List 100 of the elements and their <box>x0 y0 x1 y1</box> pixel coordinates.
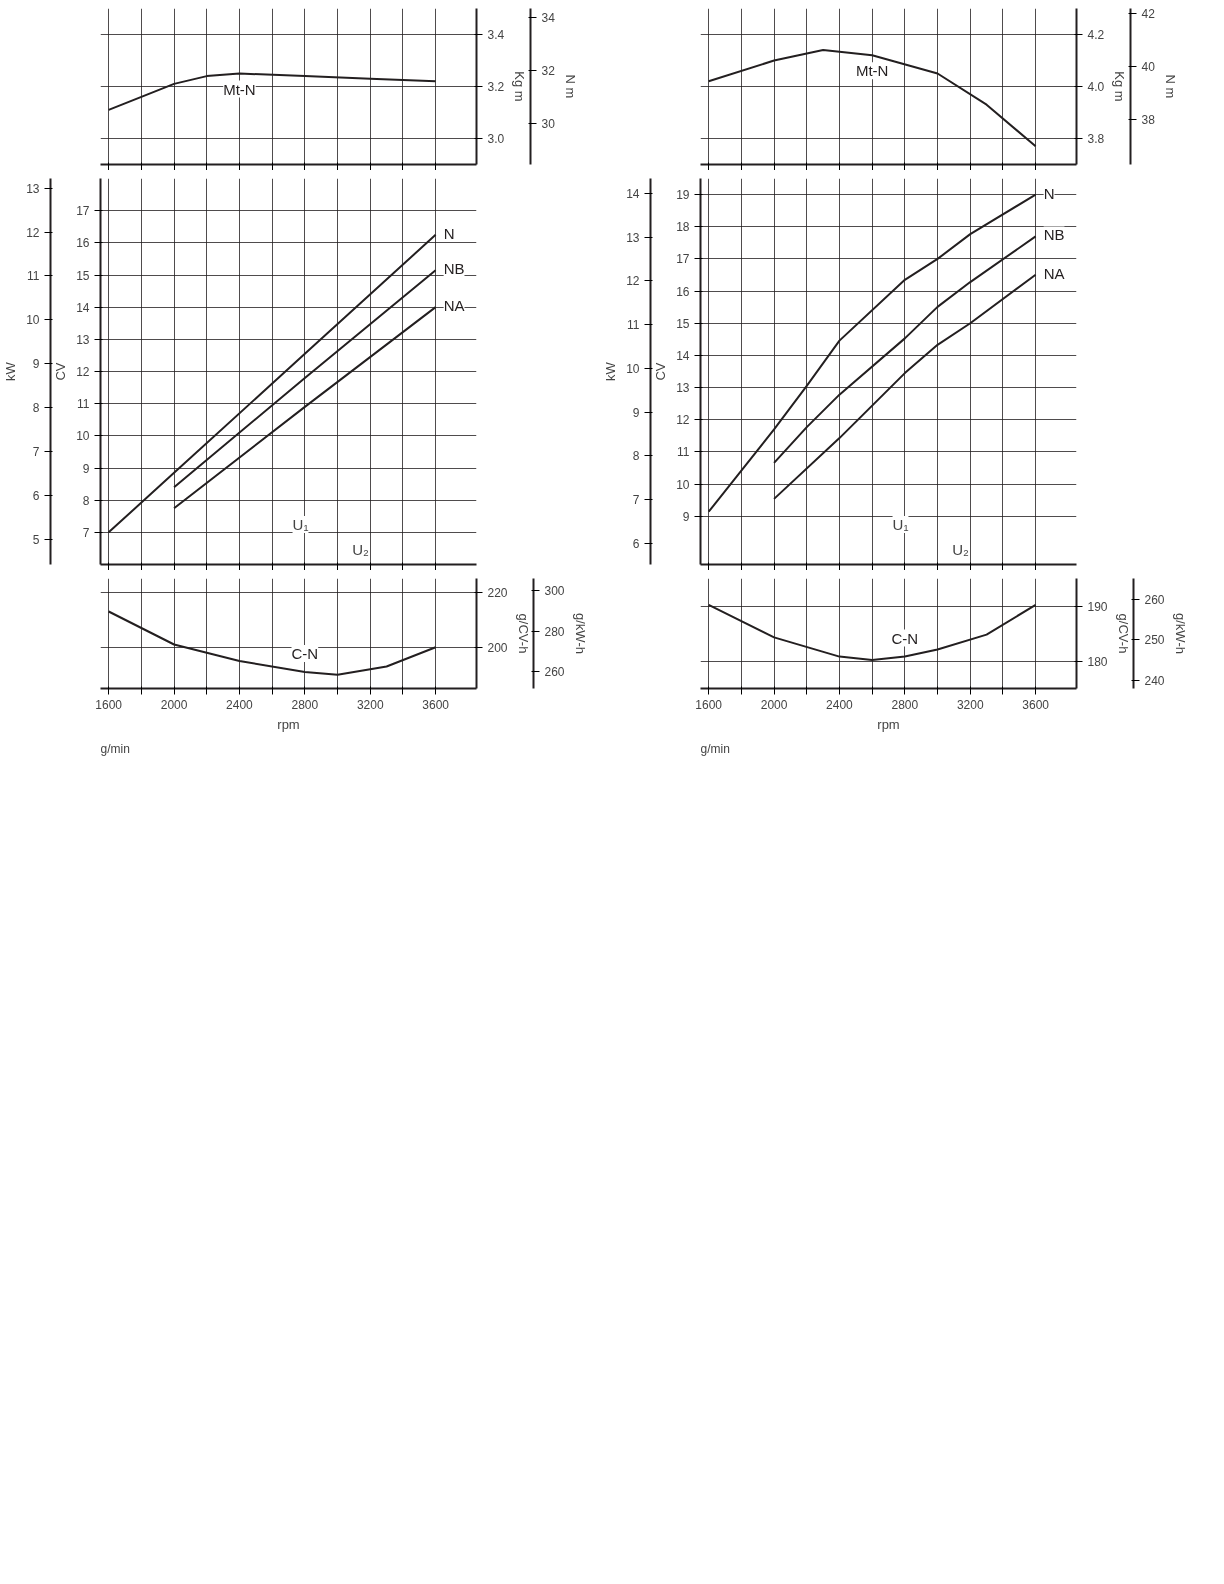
x-axis-title: rpm <box>877 716 900 732</box>
y2-tick-label: 5 <box>32 532 40 547</box>
y2-tick-label: 11 <box>27 269 40 284</box>
y2-tick-label: 12 <box>626 274 640 289</box>
x-tick-label: 3200 <box>356 697 384 712</box>
y-tick-label: 8 <box>82 493 90 508</box>
y2-tick-label: 9 <box>32 357 40 372</box>
y2-tick-label: 6 <box>32 489 40 504</box>
series-label: NB <box>443 260 465 278</box>
y-tick-label: 9 <box>682 509 690 524</box>
y-tick-label: 200 <box>487 640 508 655</box>
series-label: NA <box>443 297 465 315</box>
y2-tick-label: 34 <box>541 11 556 26</box>
y-axis-title: Kg m <box>1112 71 1128 102</box>
y2-tick-label: 8 <box>32 401 40 416</box>
y2-tick-label: 9 <box>632 405 640 420</box>
y-tick-label: 17 <box>76 204 90 219</box>
x-tick-label: 2800 <box>891 697 919 712</box>
y2-tick-label: 14 <box>626 186 640 201</box>
y2-tick-label: 280 <box>544 624 565 639</box>
annotation: U₂ <box>952 541 969 558</box>
y2-tick-label: 260 <box>1144 593 1165 608</box>
x-tick-label: 3600 <box>422 697 450 712</box>
y2-tick-label: 12 <box>26 225 40 240</box>
x-tick-label: 2400 <box>226 697 254 712</box>
y-tick-label: 16 <box>76 236 90 251</box>
y-tick-label: 13 <box>76 332 90 347</box>
x-tick-label: 2400 <box>826 697 854 712</box>
series-label: C-N <box>891 629 919 647</box>
y2-tick-label: 40 <box>1141 59 1156 74</box>
y2-tick-label: 8 <box>632 449 640 464</box>
y-axis-title: CV <box>653 362 669 381</box>
y2-tick-label: 300 <box>544 584 565 599</box>
y2-tick-label: 11 <box>627 318 640 333</box>
annotation: U₂ <box>352 541 369 558</box>
series-label: NA <box>1043 264 1065 282</box>
y2-axis-title: g/kW-h <box>572 613 588 654</box>
y-tick-label: 10 <box>76 429 90 444</box>
y-tick-label: 15 <box>76 268 90 283</box>
y-tick-label: 7 <box>82 525 90 540</box>
y-tick-label: 3.2 <box>487 80 505 94</box>
y2-axis-title: N m <box>562 74 578 99</box>
y2-tick-label: 7 <box>632 493 640 508</box>
y-tick-label: 4.0 <box>1087 80 1105 94</box>
y2-tick-label: 10 <box>626 361 640 376</box>
y-tick-label: 16 <box>676 284 690 299</box>
series-label: C-N <box>291 645 319 662</box>
annotation: U₁ <box>292 516 309 533</box>
y-tick-label: 19 <box>676 188 690 203</box>
x-tick-label: 2000 <box>760 697 788 712</box>
x-tick-label: 1600 <box>95 697 123 712</box>
y2-axis-title: N m <box>1162 74 1178 99</box>
y-axis-title: CV <box>53 362 69 381</box>
y-tick-label: 9 <box>82 461 90 476</box>
y2-tick-label: 13 <box>26 181 40 196</box>
y-tick-label: 15 <box>676 316 690 331</box>
y-tick-label: 10 <box>676 477 690 492</box>
x-tick-label: 2000 <box>160 697 188 712</box>
series-label: NB <box>1043 226 1065 244</box>
y-tick-label: 14 <box>676 348 690 363</box>
y-axis-title: g/CV-h <box>515 613 531 654</box>
annotation: U₁ <box>892 516 909 533</box>
x-tick-label: 1600 <box>695 697 723 712</box>
y2-tick-label: 260 <box>544 665 565 680</box>
series-label: Mt-N <box>223 80 256 98</box>
y-tick-label: 4.2 <box>1087 28 1105 42</box>
x-axis-title: rpm <box>277 716 300 732</box>
series-label: N <box>1043 184 1055 202</box>
y-axis-title: Kg m <box>512 71 528 102</box>
x-tick-label: 2800 <box>291 697 319 712</box>
y-axis-title: g/CV-h <box>1115 613 1131 654</box>
y2-tick-label: 42 <box>1141 6 1156 21</box>
series-label: Mt-N <box>855 62 889 80</box>
y2-tick-label: 240 <box>1144 673 1165 688</box>
y-tick-label: 14 <box>76 300 90 315</box>
y-tick-label: 11 <box>677 445 690 460</box>
y2-axis-title: g/kW-h <box>1172 613 1188 654</box>
series-label: N <box>443 224 455 242</box>
y-tick-label: 17 <box>676 252 690 267</box>
y-tick-label: 190 <box>1087 599 1108 614</box>
y-tick-label: 3.0 <box>487 132 505 146</box>
y-tick-label: 11 <box>77 397 90 412</box>
y2-axis-title: kW <box>603 361 619 381</box>
x-tick-label: 3200 <box>956 697 984 712</box>
y-tick-label: 13 <box>676 381 690 396</box>
text: g/min <box>700 741 730 756</box>
text: g/min <box>100 741 130 756</box>
y-tick-label: 3.8 <box>1087 132 1105 146</box>
y-tick-label: 220 <box>487 585 508 600</box>
y-tick-label: 180 <box>1087 654 1108 669</box>
y2-tick-label: 6 <box>632 536 640 551</box>
y2-tick-label: 7 <box>32 445 40 460</box>
y2-tick-label: 38 <box>1141 112 1156 127</box>
y-tick-label: 18 <box>676 220 690 235</box>
y-tick-label: 12 <box>676 413 690 428</box>
y2-axis-title: kW <box>3 361 19 381</box>
y2-tick-label: 13 <box>626 230 640 245</box>
y2-tick-label: 30 <box>541 116 556 131</box>
y2-tick-label: 250 <box>1144 633 1165 648</box>
y2-tick-label: 32 <box>541 63 556 78</box>
